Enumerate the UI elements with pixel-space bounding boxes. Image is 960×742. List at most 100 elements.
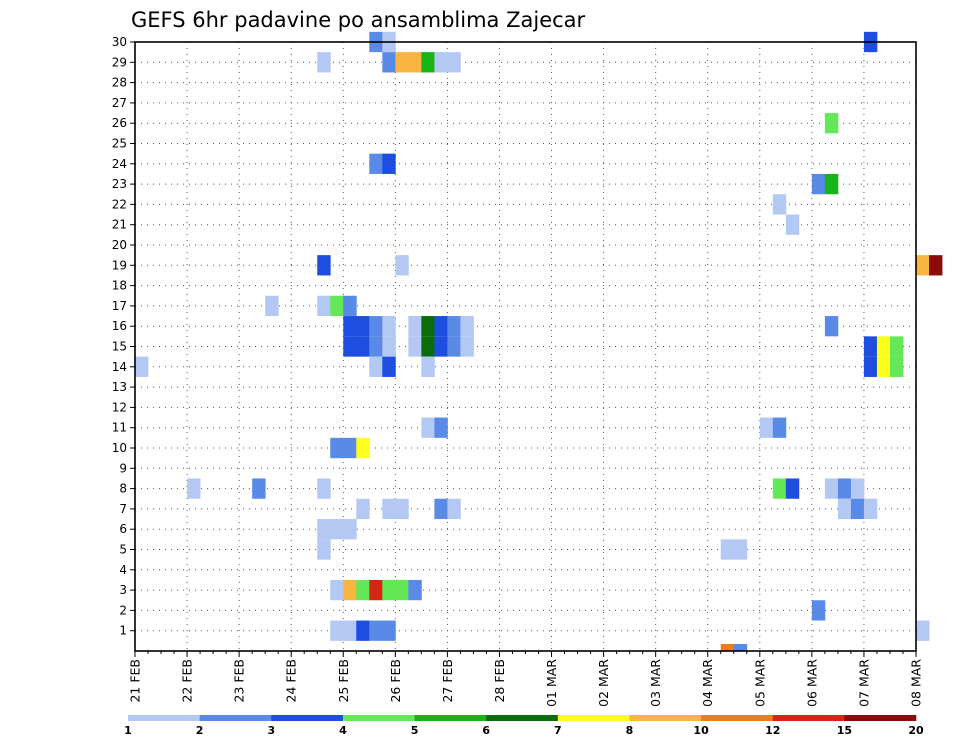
y-tick-label: 5 [119, 543, 127, 557]
colorbar-swatch [342, 715, 415, 721]
x-tick-label: 07 MAR [856, 659, 871, 707]
heatmap-cell [434, 52, 448, 73]
heatmap-cell [317, 255, 331, 276]
heatmap-cell [447, 498, 461, 520]
heatmap-cell [811, 173, 826, 195]
heatmap-cell [330, 519, 344, 540]
colorbar-label: 3 [267, 724, 275, 737]
heatmap-cell [824, 316, 839, 337]
heatmap-cell [421, 356, 435, 377]
heatmap-cell [408, 579, 422, 601]
heatmap-cell [916, 255, 930, 276]
y-tick-label: 23 [112, 177, 127, 191]
heatmap-cell [889, 356, 904, 377]
heatmap-cell [330, 579, 344, 601]
heatmap-cell [382, 153, 396, 174]
colorbar-swatch [772, 715, 845, 721]
heatmap-cell [434, 336, 448, 357]
colorbar-label: 8 [626, 724, 634, 737]
heatmap-cell [382, 52, 396, 73]
heatmap-cell [421, 417, 435, 438]
y-tick-label: 2 [119, 603, 127, 617]
y-tick-label: 18 [112, 279, 127, 293]
heatmap-cell [382, 356, 396, 377]
heatmap-cell [421, 52, 435, 73]
heatmap-cell [434, 498, 448, 520]
heatmap-cell [330, 295, 344, 317]
colorbar-label: 4 [339, 724, 347, 737]
heatmap-cell [876, 336, 891, 357]
heatmap-cell [356, 620, 370, 641]
colorbar-swatch [701, 715, 774, 721]
y-tick-label: 28 [112, 76, 127, 90]
colorbar-label: 7 [554, 724, 562, 737]
y-tick-label: 30 [112, 35, 127, 49]
heatmap-cell [447, 316, 461, 337]
x-tick-label: 28 FEB [492, 659, 507, 703]
y-tick-label: 10 [112, 441, 127, 455]
x-tick-label: 27 FEB [440, 659, 455, 703]
x-tick-label: 06 MAR [804, 659, 819, 707]
heatmap-cell [421, 316, 435, 337]
heatmap-cell [733, 539, 748, 560]
colorbar-label: 1 [124, 724, 132, 737]
y-tick-label: 9 [119, 461, 127, 475]
heatmap-cell [421, 336, 435, 357]
heatmap-cell [876, 356, 891, 377]
heatmap-cell [408, 52, 422, 73]
heatmap-cell [343, 579, 357, 601]
colorbar-label: 2 [196, 724, 204, 737]
heatmap-cell [395, 579, 409, 601]
heatmap-cell [343, 620, 357, 641]
heatmap-cell [408, 316, 422, 337]
heatmap-cell [720, 539, 735, 560]
heatmap-cell [135, 356, 149, 377]
heatmap-cell [317, 478, 331, 499]
heatmap-cell [824, 173, 839, 195]
colorbar-swatch [271, 715, 344, 721]
heatmap-cell [850, 478, 865, 499]
heatmap-cell [447, 336, 461, 357]
chart-title: GEFS 6hr padavine po ansamblima Zajecar [131, 8, 586, 32]
y-tick-label: 27 [112, 96, 127, 110]
y-tick-label: 25 [112, 137, 127, 151]
heatmap-cell [382, 336, 396, 357]
y-tick-label: 24 [112, 157, 127, 171]
colorbar-swatch [199, 715, 272, 721]
x-tick-label: 22 FEB [180, 659, 195, 703]
colorbar-label: 6 [482, 724, 490, 737]
heatmap-cell [369, 579, 383, 601]
heatmap-cell [460, 316, 474, 337]
heatmap-cell [395, 498, 409, 520]
heatmap-cell [785, 478, 800, 499]
colorbar-label: 12 [765, 724, 780, 737]
heatmap-cell [889, 336, 904, 357]
colorbar-swatch [414, 715, 487, 721]
y-tick-label: 6 [119, 522, 127, 536]
x-tick-label: 26 FEB [388, 659, 403, 703]
y-tick-label: 15 [112, 340, 127, 354]
heatmap-cell [356, 579, 370, 601]
colorbar-label: 10 [693, 724, 709, 737]
heatmap-cell [252, 478, 266, 499]
x-tick-label: 01 MAR [544, 659, 559, 707]
x-axis-ticks: 21 FEB 22 FEB 23 FEB 24 FEB 25 FEB 26 FEB 27 F… [128, 651, 924, 707]
heatmap-cell [369, 356, 383, 377]
heatmap-cell [382, 498, 396, 520]
heatmap-cell [343, 295, 357, 317]
heatmap-cell [395, 52, 409, 73]
colorbar-label: 20 [908, 724, 924, 737]
heatmap-cell [863, 498, 878, 520]
heatmap-cell [837, 498, 852, 520]
y-tick-label: 21 [112, 218, 127, 232]
heatmap-cell [382, 620, 396, 641]
heatmap-cell [369, 620, 383, 641]
heatmap-cell [447, 52, 461, 73]
heatmap-cell [317, 539, 331, 560]
heatmap-cell [317, 52, 331, 73]
heatmap-cell [369, 336, 383, 357]
heatmap-cell [408, 336, 422, 357]
heatmap-cell [824, 478, 839, 499]
heatmap-cell [772, 417, 787, 438]
